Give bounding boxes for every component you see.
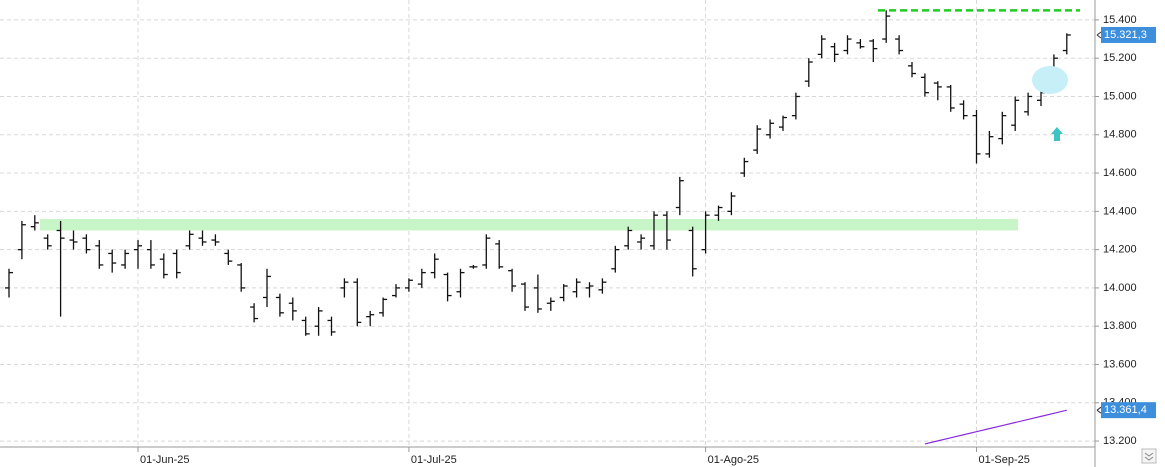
x-tick-label: 01-Jul-25 [411, 454, 457, 466]
ma-line [924, 409, 1067, 445]
price-tag [1101, 26, 1156, 43]
y-tick-label: 14.400 [1103, 205, 1137, 217]
plot-area [5, 9, 1080, 445]
highlight-ellipse [1032, 66, 1068, 94]
y-tick-label: 14.800 [1103, 129, 1137, 141]
price-pointer [1096, 406, 1102, 414]
support-band [40, 219, 1018, 231]
y-tick-label: 14.600 [1103, 167, 1137, 179]
y-tick-label: 13.800 [1103, 320, 1137, 332]
price-tag [1101, 402, 1156, 419]
scroll-icon [1144, 452, 1154, 461]
y-tick-label: 15.000 [1103, 90, 1137, 102]
price-pointer [1096, 31, 1102, 39]
y-tick-label: 14.000 [1103, 282, 1137, 294]
x-tick-label: 01-Ago-25 [708, 454, 759, 466]
y-tick-label: 13.200 [1103, 435, 1137, 447]
price-tag-label: 15.321,3 [1104, 29, 1147, 41]
price-tag-label: 13.361,4 [1104, 404, 1147, 416]
overlay-layer: 13.20013.40013.60013.80014.00014.20014.4… [137, 14, 1156, 466]
y-tick-label: 15.400 [1103, 14, 1137, 26]
y-tick-label: 14.200 [1103, 244, 1137, 256]
y-tick-label: 13.600 [1103, 358, 1137, 370]
x-tick-label: 01-Sep-25 [979, 454, 1030, 466]
up-arrow [1051, 127, 1063, 141]
grid-layer [0, 0, 1095, 447]
y-tick-label: 15.200 [1103, 52, 1137, 64]
x-tick-label: 01-Jun-25 [140, 454, 190, 466]
